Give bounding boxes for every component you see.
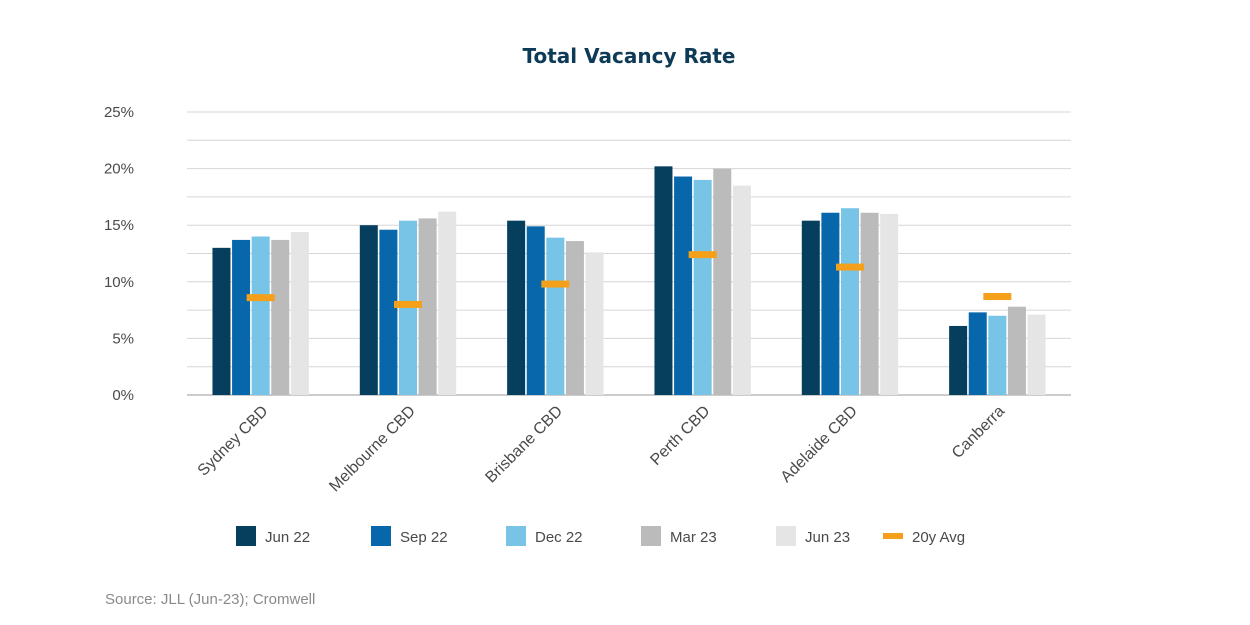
bar xyxy=(693,179,712,395)
legend-label: Mar 23 xyxy=(670,529,717,546)
legend-swatch xyxy=(371,526,391,546)
bar xyxy=(841,208,859,395)
bar xyxy=(379,229,398,395)
avg-marker xyxy=(836,263,864,271)
bars xyxy=(212,166,1046,395)
legend-label: 20y Avg xyxy=(912,529,965,546)
avg-marker xyxy=(246,294,275,302)
bar xyxy=(271,239,290,395)
avg-marker xyxy=(688,251,717,259)
legend-label: Dec 22 xyxy=(535,529,583,546)
source-note: Source: JLL (Jun-23); Cromwell xyxy=(105,591,315,608)
legend: Jun 22 Sep 22 Dec 22 Mar 23 Jun 23 20y Avg xyxy=(236,526,965,546)
y-tick-label: 15% xyxy=(104,217,134,234)
chart-title: Total Vacancy Rate xyxy=(523,44,736,68)
bar xyxy=(1007,306,1026,395)
bar xyxy=(860,212,879,395)
legend-label: Jun 22 xyxy=(265,529,310,546)
bar xyxy=(654,166,673,395)
legend-swatch xyxy=(236,526,256,546)
x-tick-label: Brisbane CBD xyxy=(482,403,566,487)
bar xyxy=(507,220,526,395)
y-tick-label: 5% xyxy=(112,330,134,347)
bar xyxy=(821,212,840,395)
bar xyxy=(212,247,231,395)
legend-label: Sep 22 xyxy=(400,529,448,546)
bar xyxy=(1027,314,1046,395)
bar xyxy=(968,312,987,395)
bar xyxy=(251,236,270,395)
bar xyxy=(418,218,437,395)
x-tick-label: Adelaide CBD xyxy=(778,403,861,486)
y-tick-label: 10% xyxy=(104,274,134,291)
bar xyxy=(674,176,693,395)
avg-marker xyxy=(983,293,1012,301)
bar xyxy=(801,220,820,395)
bar xyxy=(359,225,378,395)
bar xyxy=(988,315,1007,395)
y-tick-label: 25% xyxy=(104,104,134,121)
bar xyxy=(546,237,565,395)
bar xyxy=(526,226,545,395)
bar xyxy=(565,241,584,395)
x-tick-label: Perth CBD xyxy=(647,403,713,469)
x-tick-label: Melbourne CBD xyxy=(326,403,419,496)
legend-swatch xyxy=(641,526,661,546)
bar xyxy=(585,252,604,395)
bar xyxy=(290,231,309,395)
legend-swatch xyxy=(776,526,796,546)
y-tick-label: 20% xyxy=(104,161,134,178)
x-tick-label: Sydney CBD xyxy=(195,403,272,480)
bar xyxy=(732,185,751,395)
y-axis-ticks: 0% 5% 10% 15% 20% 25% xyxy=(104,104,134,404)
bar xyxy=(232,239,251,395)
avg-markers xyxy=(246,251,1012,308)
y-tick-label: 0% xyxy=(112,387,134,404)
avg-marker xyxy=(394,300,422,308)
bar xyxy=(949,325,968,395)
bar xyxy=(438,211,457,395)
legend-swatch xyxy=(506,526,526,546)
x-tick-label: Canberra xyxy=(949,403,1008,462)
gridlines xyxy=(187,111,1071,396)
x-axis-ticks: Sydney CBD Melbourne CBD Brisbane CBD Perth… xyxy=(195,403,1009,496)
legend-label: Jun 23 xyxy=(805,529,850,546)
legend-swatch xyxy=(883,533,903,539)
avg-marker xyxy=(541,280,570,288)
bar xyxy=(880,213,899,395)
bar xyxy=(713,168,732,395)
